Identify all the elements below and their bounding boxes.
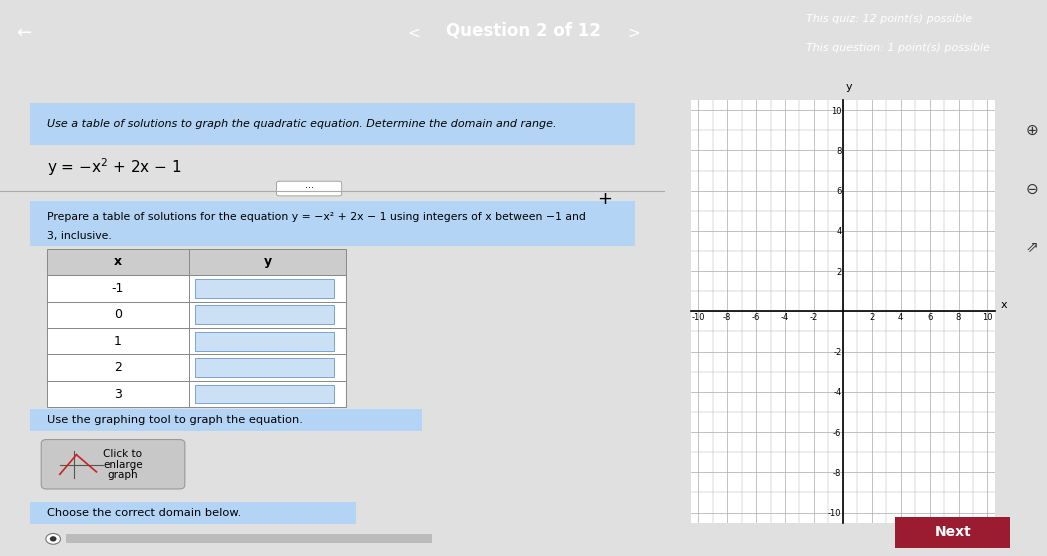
FancyBboxPatch shape — [886, 515, 1020, 550]
Text: 1: 1 — [114, 335, 121, 348]
FancyBboxPatch shape — [46, 275, 346, 301]
Text: Next: Next — [934, 525, 972, 539]
FancyBboxPatch shape — [46, 328, 346, 354]
FancyBboxPatch shape — [195, 305, 334, 324]
Text: ···: ··· — [305, 183, 314, 193]
FancyBboxPatch shape — [67, 534, 432, 543]
FancyBboxPatch shape — [46, 354, 346, 381]
FancyBboxPatch shape — [195, 332, 334, 350]
Text: y = $-$x$^2$ + 2x $-$ 1: y = $-$x$^2$ + 2x $-$ 1 — [46, 156, 181, 178]
Text: ⇗: ⇗ — [1025, 240, 1038, 255]
Text: y: y — [845, 82, 852, 92]
Text: This question: 1 point(s) possible: This question: 1 point(s) possible — [806, 43, 990, 53]
FancyBboxPatch shape — [46, 381, 346, 407]
Text: Use the graphing tool to graph the equation.: Use the graphing tool to graph the equat… — [46, 415, 303, 425]
FancyBboxPatch shape — [195, 358, 334, 377]
FancyBboxPatch shape — [276, 181, 341, 196]
FancyBboxPatch shape — [30, 201, 634, 246]
Text: ←: ← — [16, 24, 30, 42]
Text: x: x — [114, 255, 122, 269]
Text: 3: 3 — [114, 388, 121, 400]
Circle shape — [50, 537, 55, 541]
Text: Question 2 of 12: Question 2 of 12 — [446, 21, 601, 39]
Text: This quiz: 12 point(s) possible: This quiz: 12 point(s) possible — [806, 14, 973, 24]
Text: ⊖: ⊖ — [1025, 182, 1038, 196]
FancyBboxPatch shape — [195, 279, 334, 297]
Text: x: x — [1001, 300, 1007, 310]
FancyBboxPatch shape — [30, 103, 634, 145]
Text: 2: 2 — [114, 361, 121, 374]
Text: ⊕: ⊕ — [1025, 123, 1038, 138]
FancyBboxPatch shape — [30, 409, 422, 431]
Text: -1: -1 — [112, 282, 125, 295]
Text: graph: graph — [108, 470, 138, 480]
Text: Use a table of solutions to graph the quadratic equation. Determine the domain a: Use a table of solutions to graph the qu… — [46, 120, 556, 130]
FancyBboxPatch shape — [195, 385, 334, 403]
Circle shape — [46, 534, 61, 544]
FancyBboxPatch shape — [46, 249, 346, 275]
Text: enlarge: enlarge — [104, 459, 142, 469]
Text: 0: 0 — [114, 308, 122, 321]
Text: Choose the correct domain below.: Choose the correct domain below. — [46, 508, 241, 518]
FancyBboxPatch shape — [41, 440, 185, 489]
Text: Prepare a table of solutions for the equation y = −x² + 2x − 1 using integers of: Prepare a table of solutions for the equ… — [46, 212, 585, 222]
Text: <: < — [407, 26, 420, 41]
Text: +: + — [598, 190, 612, 208]
Text: y: y — [264, 255, 271, 269]
FancyBboxPatch shape — [46, 301, 346, 328]
FancyBboxPatch shape — [30, 502, 356, 524]
Text: 3, inclusive.: 3, inclusive. — [46, 231, 111, 241]
Text: Click to: Click to — [104, 449, 142, 459]
Text: >: > — [627, 26, 640, 41]
